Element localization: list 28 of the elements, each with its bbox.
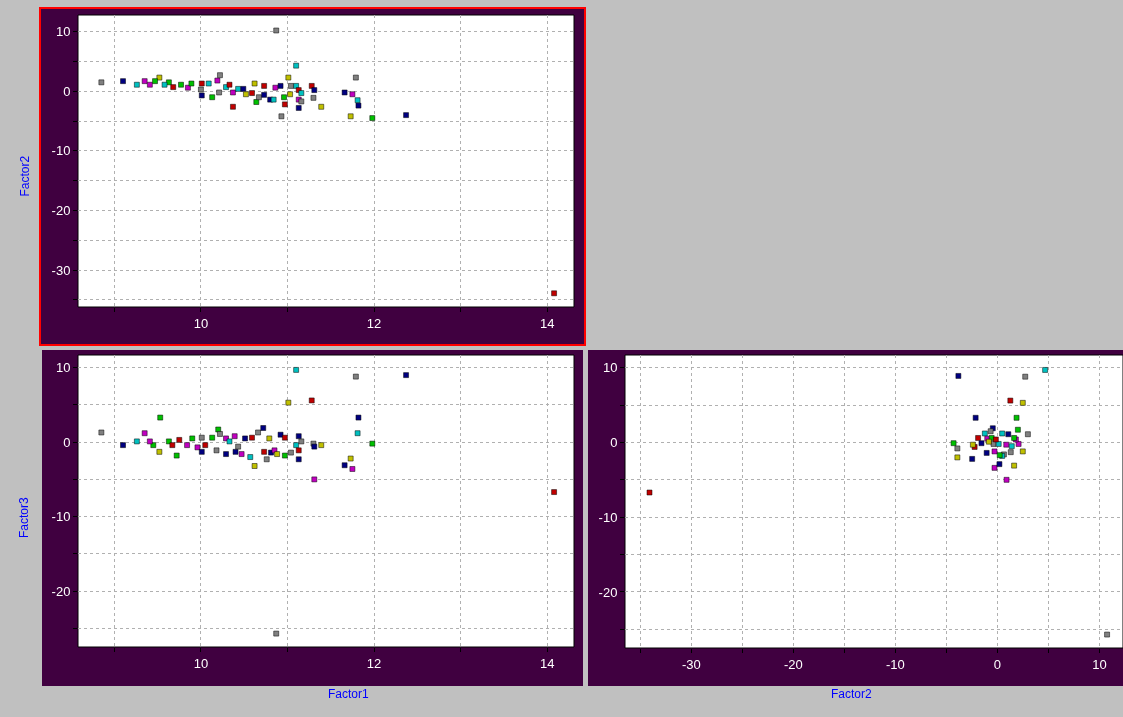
y-tick-label: -10 [51, 143, 71, 159]
x-axis-title: Factor1 [328, 687, 370, 701]
y-tick-label: 10 [602, 360, 618, 376]
y-axis-title: Factor3 [17, 496, 31, 538]
x-tick-label: -30 [681, 656, 701, 672]
y-tick-label: -30 [51, 262, 71, 278]
y-tick-label: -10 [598, 509, 618, 525]
y-tick-label: -20 [51, 583, 71, 599]
y-tick-label: 0 [63, 434, 71, 450]
y-tick-label: 10 [55, 360, 71, 376]
y-tick-label: 0 [610, 435, 618, 450]
x-tick-label: 0 [993, 656, 1002, 672]
y-tick-label: -10 [51, 509, 71, 525]
x-tick-label: -20 [783, 656, 803, 672]
x-tick-label: 10 [193, 655, 209, 671]
x-tick-label: 12 [366, 315, 382, 331]
y-tick-label: 0 [63, 83, 71, 99]
x-tick-label: 10 [193, 315, 209, 331]
x-tick-label: -10 [886, 656, 905, 672]
x-tick-label: 14 [539, 655, 555, 671]
y-axis-title: Factor2 [17, 155, 32, 197]
x-axis-title: Factor2 [831, 687, 873, 701]
x-tick-label: 12 [366, 655, 382, 671]
x-tick-label: 14 [539, 315, 555, 331]
y-tick-label: -20 [598, 584, 618, 600]
x-tick-label: 10 [1092, 656, 1107, 672]
y-tick-label: 10 [55, 24, 71, 40]
y-tick-label: -20 [51, 203, 71, 219]
